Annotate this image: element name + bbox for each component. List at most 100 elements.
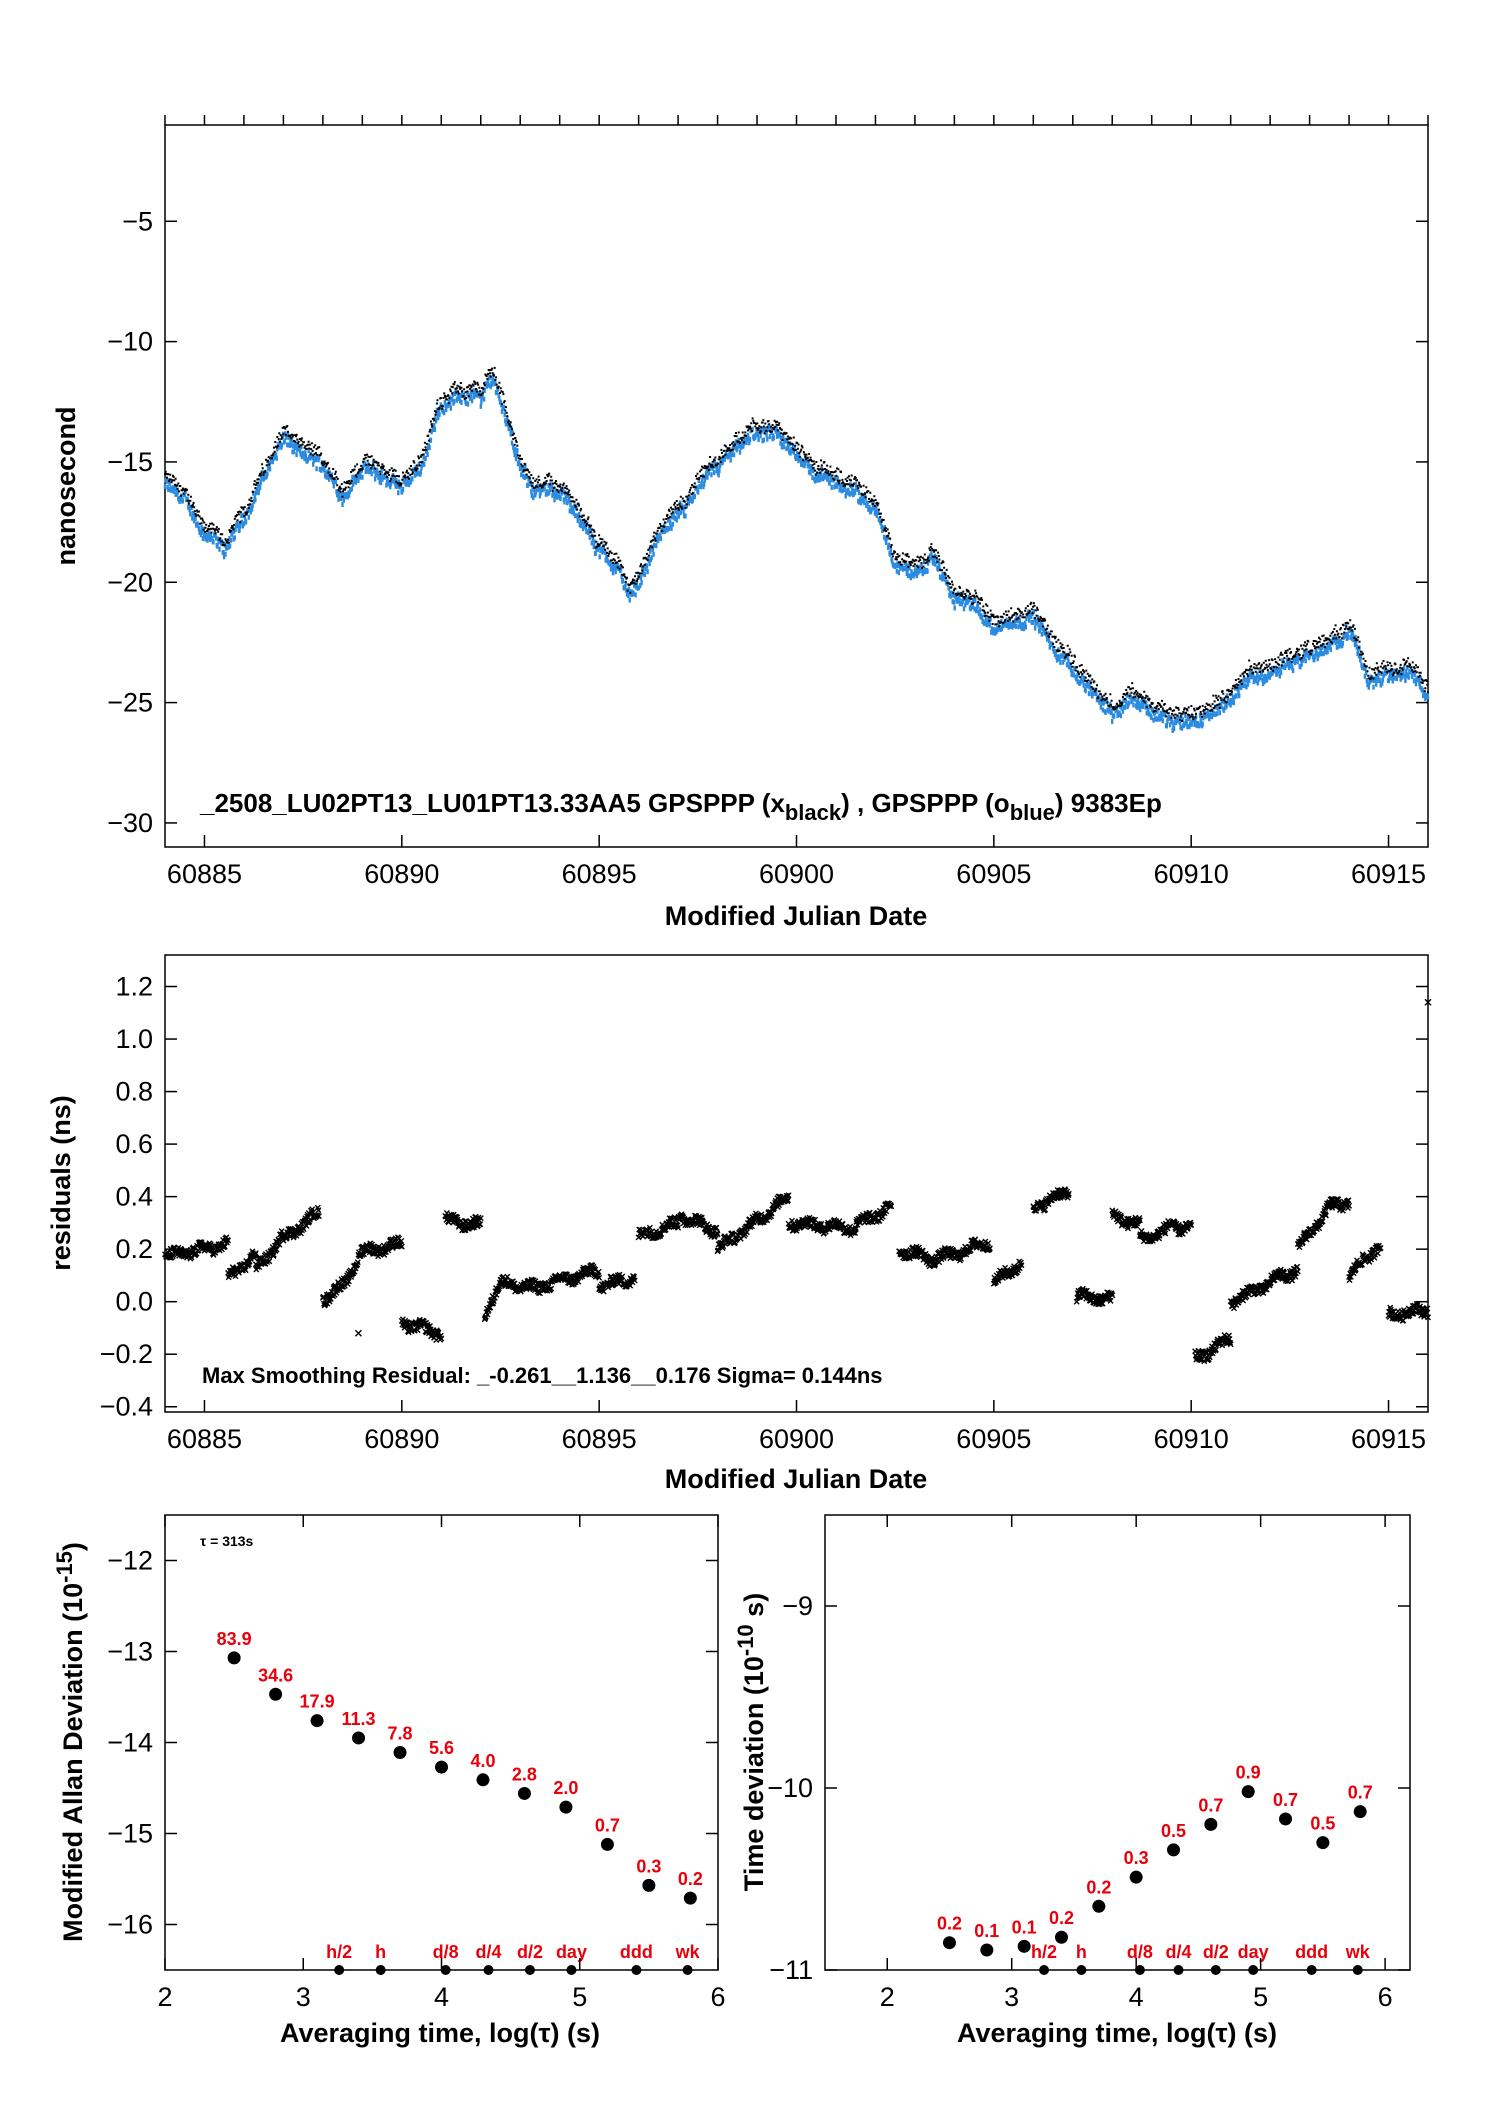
allan-ytick-label: −12 (107, 1546, 153, 1576)
p1-xtick-label: 60915 (1351, 859, 1426, 889)
allan-point-label: 7.8 (388, 1724, 413, 1744)
residuals-panel: 60885 60890 60895 60900 60905 60910 60915 −0.4 −… (46, 954, 1432, 1494)
tdev-point-label: 0.1 (1012, 1917, 1037, 1937)
allan-point (227, 1651, 241, 1665)
tdev-ylabel-main: Time deviation (10 (739, 1656, 769, 1891)
allan-xtick-label: 6 (710, 1982, 725, 2012)
tdev-point (1353, 1805, 1367, 1819)
p2-xtick-label: 60915 (1351, 1424, 1426, 1454)
tdev-point (1129, 1870, 1143, 1884)
tdev-point (942, 1936, 956, 1950)
tdev-ylabel: Time deviation (10-10 s) (733, 1593, 769, 1891)
p2-xtick-label: 60890 (364, 1424, 439, 1454)
tdev-point-label: 0.2 (1049, 1908, 1074, 1928)
allan-marker-label: h (375, 1942, 386, 1962)
tdev-ytick-label: −9 (782, 1591, 813, 1621)
annotation-suffix: ) 9383Ep (1055, 788, 1162, 818)
allan-marker-label: d/2 (517, 1942, 543, 1962)
tdev-marker-dot (1134, 1965, 1145, 1975)
allan-xtick-label: 3 (296, 1982, 311, 2012)
allan-point-label: 5.6 (429, 1738, 454, 1758)
residuals-ylabel: residuals (ns) (46, 1095, 76, 1271)
allan-ytick-label: −15 (107, 1819, 153, 1849)
allan-marker-dot (483, 1965, 494, 1975)
tdev-point (1092, 1899, 1106, 1913)
allan-ylabel-sup: -15 (52, 1551, 77, 1583)
residuals-axes: 60885 60890 60895 60900 60905 60910 60915 −0.4 −… (100, 972, 1428, 1454)
p2-xtick-label: 60910 (1154, 1424, 1229, 1454)
allan-marker-dot (334, 1965, 345, 1975)
tdev-ylabel-close: s) (739, 1593, 769, 1625)
allan-ylabel-close: ) (58, 1542, 88, 1551)
tdev-marker-label: wk (1345, 1942, 1371, 1962)
allan-marker-dot (566, 1965, 577, 1975)
time-series-annotation: _2508_LU02PT13_LU01PT13.33AA5 GPSPPP (xb… (199, 788, 1162, 825)
allan-point (559, 1800, 573, 1814)
tdev-xtick-label: 2 (880, 1982, 895, 2012)
allan-ytick-label: −16 (107, 1910, 153, 1940)
tdev-marker-label: day (1238, 1942, 1269, 1962)
tdev-xtick-label: 3 (1004, 1982, 1019, 2012)
tdev-marker-label: h/2 (1031, 1942, 1057, 1962)
tdev-point-label: 0.3 (1124, 1848, 1149, 1868)
p2-ytick-label: 0.4 (115, 1182, 153, 1212)
allan-point-label: 11.3 (342, 1709, 376, 1729)
tdev-marker-label: d/8 (1127, 1942, 1153, 1962)
tdev-point (980, 1943, 994, 1957)
annotation-middle: ) , GPSPPP (o (841, 788, 1010, 818)
p1-xtick-label: 60905 (956, 859, 1031, 889)
p2-xtick-label: 60885 (167, 1424, 242, 1454)
tdev-marker-dot (1173, 1965, 1184, 1975)
allan-point (352, 1731, 366, 1745)
tdev-point-label: 0.2 (937, 1914, 962, 1934)
allan-point-label: 83.9 (217, 1629, 252, 1649)
allan-marker-label: wk (675, 1942, 701, 1962)
allan-marker-label: h/2 (326, 1942, 352, 1962)
allan-point (393, 1746, 407, 1760)
p1-xtick-label: 60910 (1154, 859, 1229, 889)
annotation-sub-black: black (785, 800, 842, 825)
time-deviation-panel: 0.2 0.1 0.1 0.2 0.2 0.3 0.5 0.7 0.9 0.7 0.5 0.7 h/2 h… (733, 1514, 1411, 2048)
allan-ylabel-main: Modified Allan Deviation (10 (58, 1583, 88, 1942)
allan-ylabel: Modified Allan Deviation (10-15) (52, 1542, 88, 1942)
allan-xtick-label: 2 (157, 1982, 172, 2012)
residuals-xlabel: Modified Julian Date (665, 1464, 928, 1494)
tdev-xtick-label: 4 (1129, 1982, 1144, 2012)
tdev-marker-label: h (1076, 1942, 1087, 1962)
p1-xtick-label: 60895 (562, 859, 637, 889)
allan-point (435, 1760, 448, 1774)
allan-point (476, 1773, 490, 1787)
p1-xtick-label: 60900 (759, 859, 834, 889)
allan-ytick-label: −14 (107, 1728, 153, 1758)
black-series-points (164, 366, 1429, 722)
p2-ytick-label: 0.0 (115, 1287, 153, 1317)
p1-ytick-label: −15 (107, 447, 153, 477)
p2-ytick-label: 1.0 (115, 1024, 153, 1054)
tdev-ylabel-sup: -10 (733, 1624, 758, 1656)
allan-marker-dot (524, 1965, 535, 1975)
tdev-xtick-label: 5 (1253, 1982, 1268, 2012)
tdev-point (1241, 1785, 1255, 1799)
tdev-point-label: 0.7 (1198, 1795, 1223, 1815)
tdev-marker-dot (1306, 1965, 1317, 1975)
tdev-marker-dot (1210, 1965, 1221, 1975)
allan-point (683, 1891, 697, 1905)
p2-ytick-label: 0.2 (115, 1234, 153, 1264)
tdev-xtick-label: 6 (1378, 1982, 1393, 2012)
allan-point (517, 1786, 531, 1800)
annotation-prefix: _2508_LU02PT13_LU01PT13.33AA5 GPSPPP (x (199, 788, 785, 818)
tdev-marker-dot (1248, 1965, 1259, 1975)
p2-ytick-label: 0.6 (115, 1129, 153, 1159)
p2-ytick-label: 1.2 (115, 972, 153, 1002)
tdev-marker-label: ddd (1295, 1942, 1328, 1962)
p1-ytick-label: −20 (107, 567, 153, 597)
tdev-point (1204, 1817, 1218, 1831)
allan-marker-dot (631, 1965, 642, 1975)
tdev-marker-label: d/4 (1165, 1942, 1191, 1962)
p1-xtick-label: 60890 (364, 859, 439, 889)
tdev-point-label: 0.5 (1310, 1814, 1335, 1834)
tdev-axes: 2 3 4 5 6 −11 −10 −9 (767, 1515, 1410, 2012)
blue-series-points (163, 373, 1430, 733)
tdev-frame (824, 1514, 1411, 1971)
tdev-point (1017, 1939, 1031, 1953)
